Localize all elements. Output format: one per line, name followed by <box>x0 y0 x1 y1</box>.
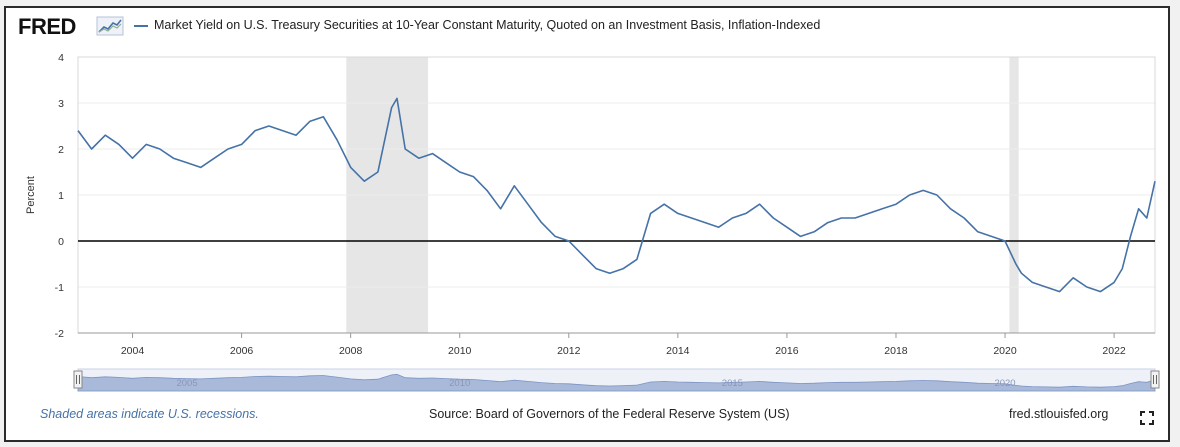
x-tick-label: 2014 <box>666 345 690 357</box>
recession-note: Shaded areas indicate U.S. recessions. <box>40 407 259 421</box>
x-tick-label: 2016 <box>775 345 799 357</box>
navigator-label: 2010 <box>449 378 470 389</box>
x-tick-label: 2008 <box>339 345 363 357</box>
navigator[interactable]: 2005 2010 2015 2020 <box>73 368 1160 392</box>
y-tick-label: 2 <box>58 144 64 156</box>
navigator-label: 2015 <box>722 378 743 389</box>
chart-frame: FRED Market Yield on U.S. Treasury Secur… <box>4 6 1170 442</box>
x-tick-label: 2010 <box>448 345 472 357</box>
fullscreen-icon[interactable] <box>1140 411 1154 425</box>
navigator-series <box>77 373 1156 392</box>
navigator-handle-icon <box>73 370 83 389</box>
x-tick-label: 2018 <box>884 345 908 357</box>
x-tick-label: 2004 <box>121 345 145 357</box>
fred-graph-icon <box>96 16 124 36</box>
source-text: Source: Board of Governors of the Federa… <box>429 407 790 421</box>
navigator-label: 2005 <box>176 378 197 389</box>
navigator-handle-icon <box>1150 370 1160 389</box>
navigator-label: 2020 <box>994 378 1015 389</box>
fred-logo[interactable]: FRED <box>18 14 76 39</box>
x-tick-label: 2022 <box>1102 345 1126 357</box>
chart[interactable]: -2 -1 0 1 2 3 4 2004 2006 2008 2010 2012 2014 2016 20… <box>6 8 1168 440</box>
legend-label[interactable]: Market Yield on U.S. Treasury Securities… <box>154 18 821 32</box>
chart-header: FRED Market Yield on U.S. Treasury Secur… <box>16 10 1166 40</box>
y-tick-label: -1 <box>55 282 64 294</box>
y-tick-label: 4 <box>58 52 64 64</box>
series-line[interactable] <box>77 97 1156 293</box>
y-tick-label: 3 <box>58 98 64 110</box>
x-tick-label: 2012 <box>557 345 581 357</box>
y-tick-label: 0 <box>58 236 64 248</box>
y-axis-label: Percent <box>25 176 37 214</box>
y-tick-label: -2 <box>55 328 64 340</box>
x-tick-label: 2006 <box>230 345 254 357</box>
navigator-handle-right[interactable] <box>1150 370 1160 389</box>
navigator-handle-left[interactable] <box>73 370 83 389</box>
legend-swatch <box>134 25 148 27</box>
x-tick-label: 2020 <box>993 345 1017 357</box>
site-link[interactable]: fred.stlouisfed.org <box>1009 407 1109 421</box>
y-tick-label: 1 <box>58 190 64 202</box>
